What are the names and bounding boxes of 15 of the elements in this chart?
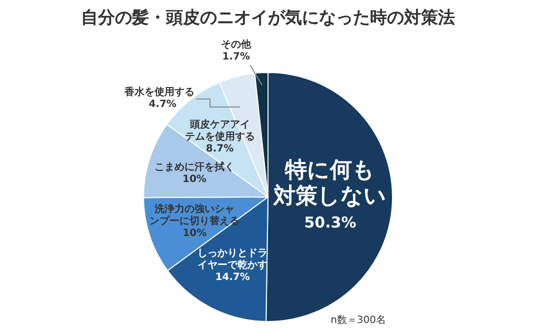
slice-label: 特に何も対策しない	[272, 158, 387, 210]
slice-label: こまめに汗を拭く	[154, 161, 234, 174]
data-label: 50.3%	[304, 213, 356, 232]
text: n数＝300名	[330, 314, 386, 327]
slice-label: しっかりとドライヤーで乾かす	[198, 248, 268, 272]
slice-label: その他	[221, 38, 252, 51]
data-label: 10%	[182, 174, 206, 186]
data-label: 14.7%	[215, 272, 250, 284]
slice-label: 香水を使用する	[123, 86, 194, 98]
slice-label: 頭皮ケアアイテムを使用する	[184, 118, 255, 142]
data-label: 4.7%	[148, 99, 176, 110]
data-label: 8.7%	[206, 143, 234, 154]
data-label: 10%	[182, 228, 207, 239]
chart-title: 自分の髪・頭皮のニオイが気になった時の対策法	[80, 7, 456, 29]
data-label: 1.7%	[222, 52, 250, 63]
